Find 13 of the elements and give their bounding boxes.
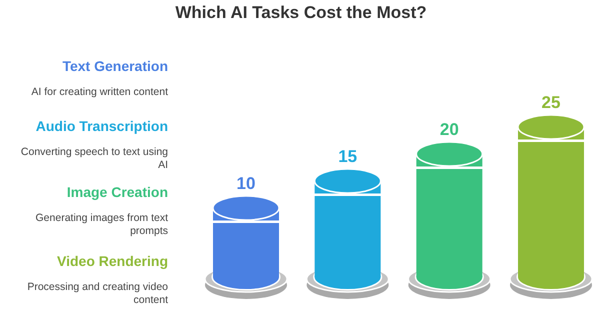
text: Audio Transcription bbox=[36, 118, 168, 134]
text: Generating images from text prompts bbox=[36, 212, 168, 237]
data-label: 20 bbox=[440, 120, 459, 139]
text: Text Generation bbox=[62, 58, 168, 74]
text: Image Creation bbox=[66, 184, 168, 200]
data-label: 25 bbox=[542, 93, 560, 112]
data-label: 15 bbox=[338, 147, 358, 166]
text: Converting speech to text using AI bbox=[20, 146, 168, 171]
text: Processing and creating video content bbox=[27, 281, 168, 306]
text: AI for creating written content bbox=[31, 86, 168, 98]
text: Video Rendering bbox=[57, 253, 168, 269]
chart-title: Which AI Tasks Cost the Most? bbox=[175, 3, 427, 22]
data-label: 10 bbox=[236, 174, 256, 193]
